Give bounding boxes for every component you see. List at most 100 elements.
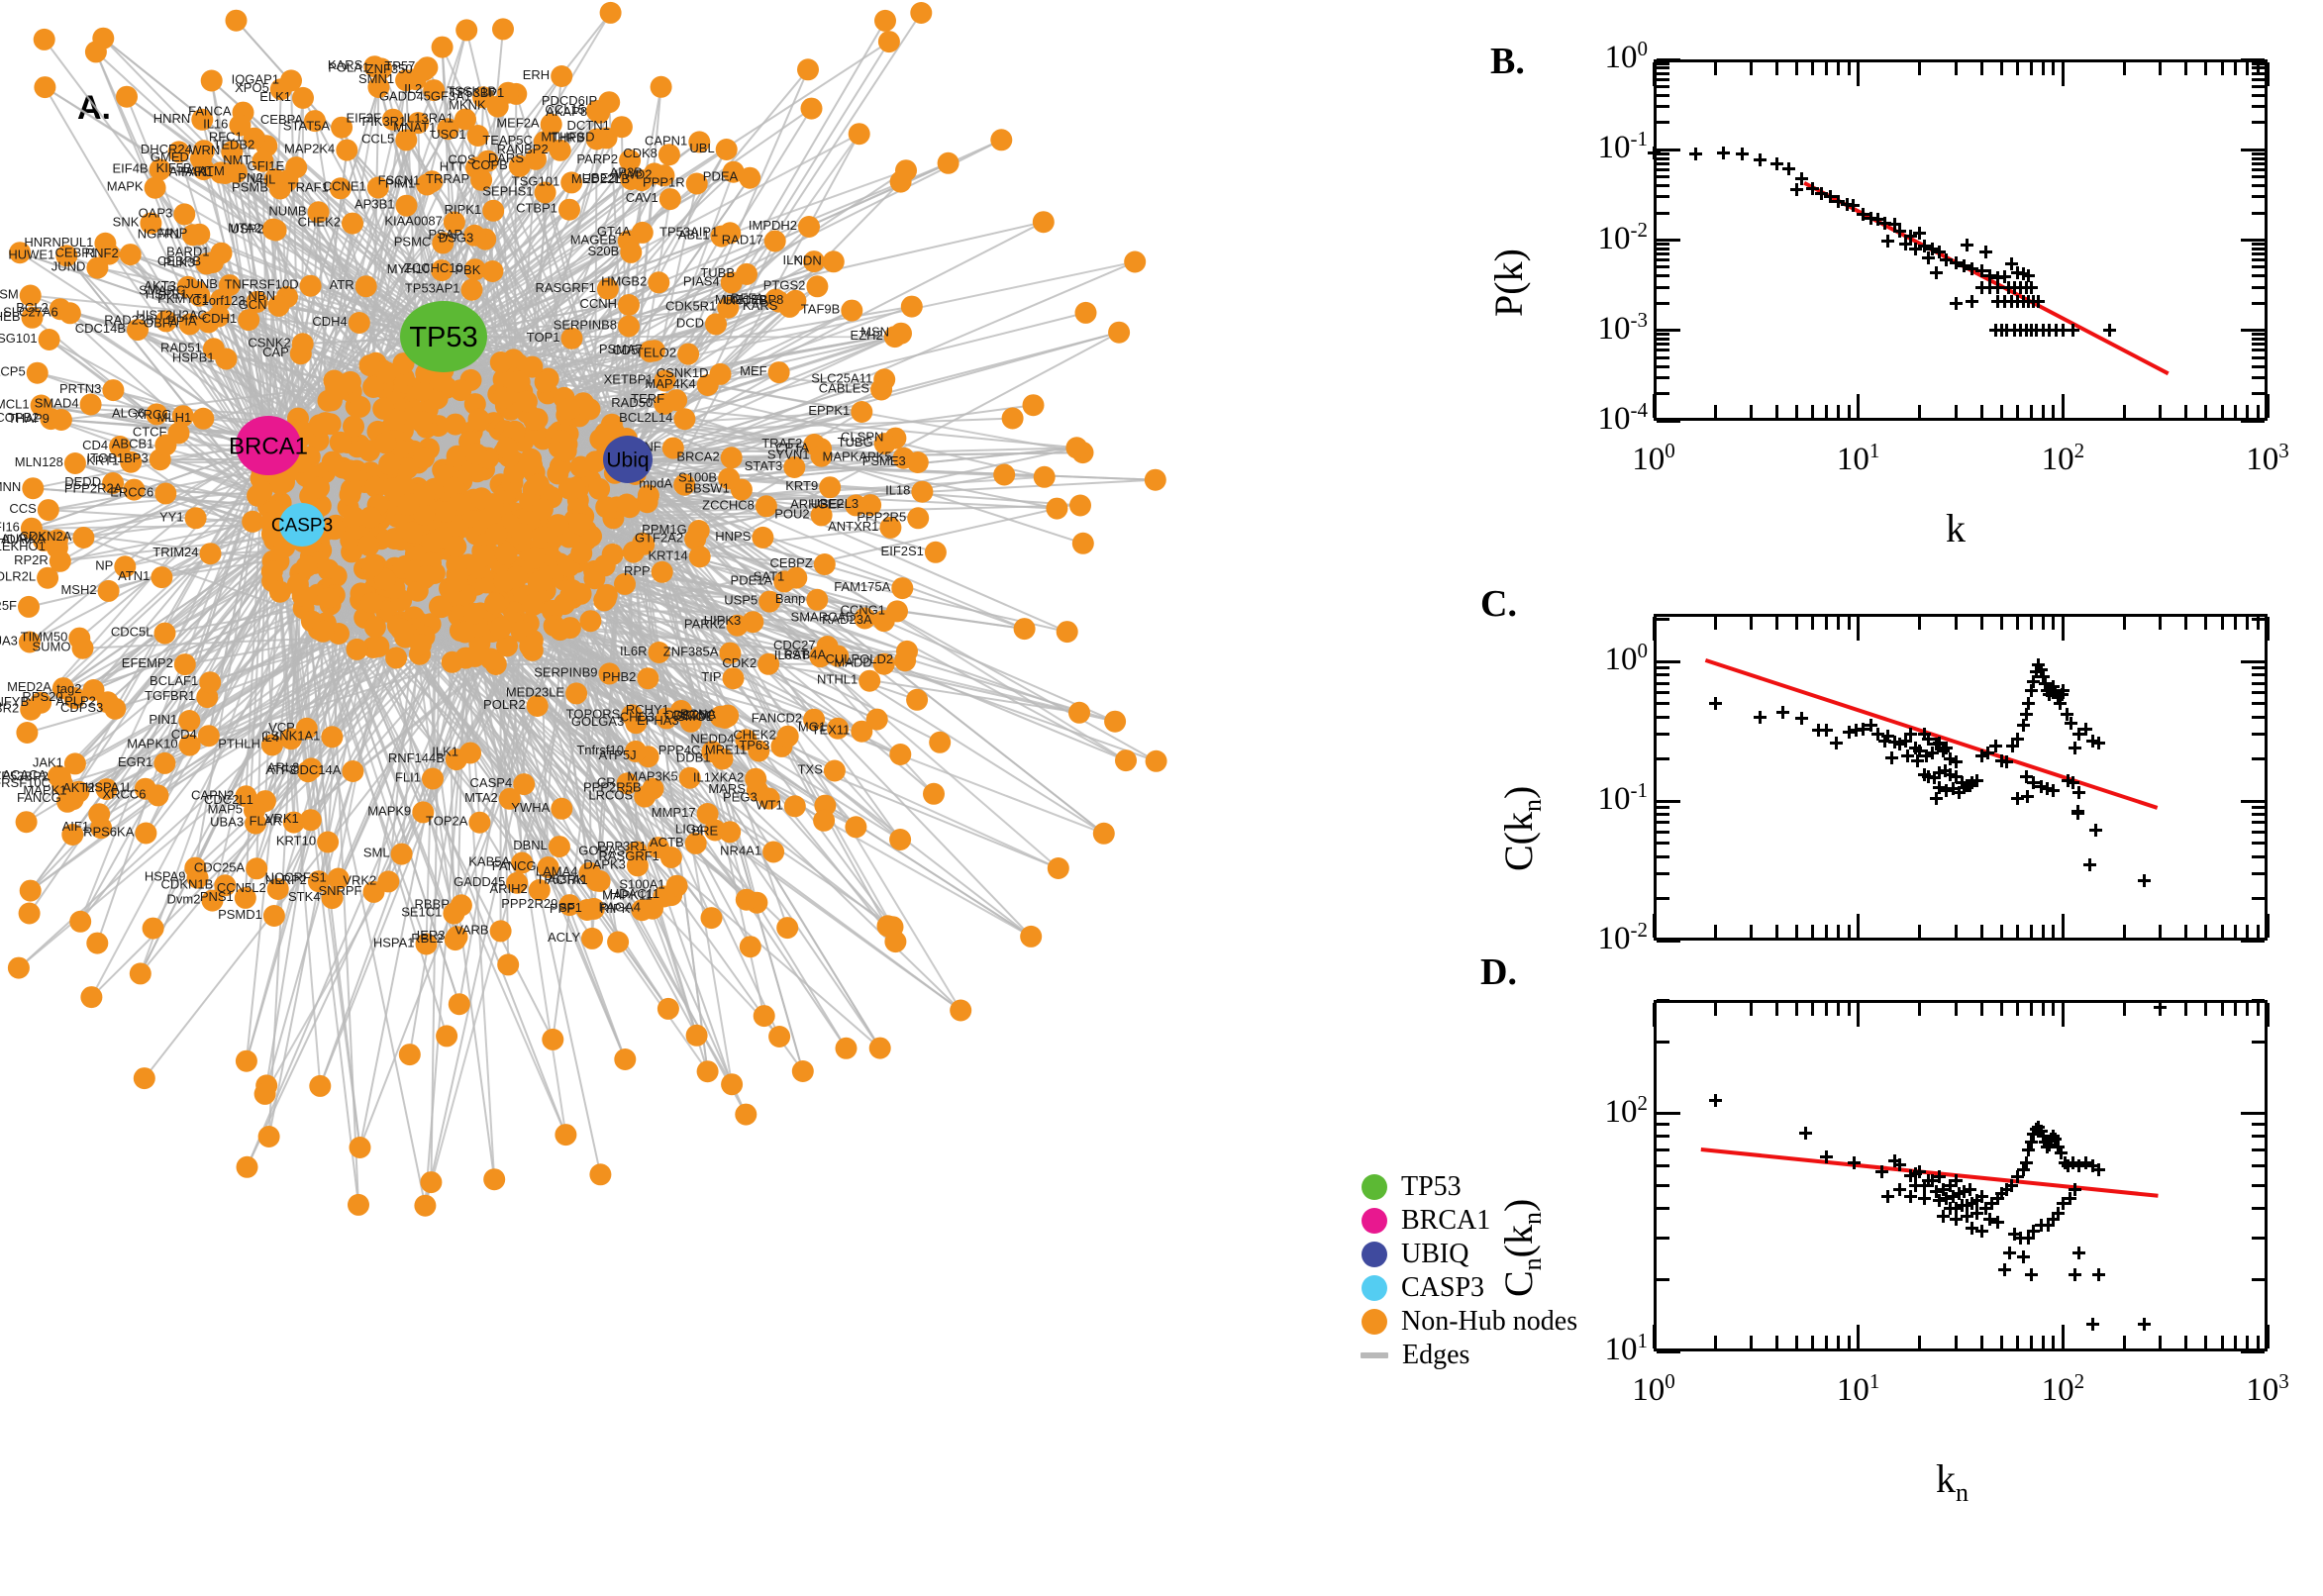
network-node[interactable] xyxy=(687,520,710,542)
network-node[interactable] xyxy=(763,230,786,252)
network-node[interactable] xyxy=(484,592,507,615)
network-node[interactable] xyxy=(360,592,383,614)
network-node[interactable] xyxy=(415,565,438,587)
network-node[interactable] xyxy=(454,108,476,131)
hub-node-brca1[interactable]: BRCA1 xyxy=(229,416,308,475)
network-node[interactable] xyxy=(15,811,38,834)
network-node[interactable] xyxy=(525,148,547,170)
network-node[interactable] xyxy=(560,579,583,601)
network-node[interactable] xyxy=(806,588,829,611)
network-node[interactable] xyxy=(537,856,559,878)
network-node[interactable] xyxy=(677,343,700,365)
network-node[interactable] xyxy=(462,602,485,625)
network-node[interactable] xyxy=(511,851,534,874)
network-node[interactable] xyxy=(523,547,546,569)
network-node[interactable] xyxy=(354,275,377,298)
network-node[interactable] xyxy=(339,370,361,393)
network-node[interactable] xyxy=(467,408,490,431)
network-node[interactable] xyxy=(678,766,701,789)
network-node[interactable] xyxy=(63,752,86,775)
network-node[interactable] xyxy=(653,885,675,908)
network-node[interactable] xyxy=(800,97,823,120)
network-node[interactable] xyxy=(460,278,483,301)
network-node[interactable] xyxy=(520,452,543,475)
network-node[interactable] xyxy=(389,618,412,641)
network-node[interactable] xyxy=(252,150,274,172)
network-node[interactable] xyxy=(422,767,444,790)
network-node[interactable] xyxy=(370,57,393,80)
network-node[interactable] xyxy=(173,653,196,676)
network-node[interactable] xyxy=(665,389,688,412)
network-node[interactable] xyxy=(773,570,796,593)
network-node[interactable] xyxy=(889,829,912,850)
network-node[interactable] xyxy=(570,542,593,564)
network-node[interactable] xyxy=(990,129,1013,151)
network-node[interactable] xyxy=(16,722,39,744)
network-node[interactable] xyxy=(581,927,603,949)
network-node[interactable] xyxy=(455,19,478,42)
network-node[interactable] xyxy=(445,536,467,558)
network-node[interactable] xyxy=(63,687,86,710)
network-node[interactable] xyxy=(647,837,669,859)
network-node[interactable] xyxy=(86,932,109,954)
network-node[interactable] xyxy=(140,212,162,235)
network-node[interactable] xyxy=(1022,394,1045,417)
network-node[interactable] xyxy=(489,920,512,943)
network-node[interactable] xyxy=(889,744,912,765)
network-node[interactable] xyxy=(924,541,947,563)
network-node[interactable] xyxy=(631,221,654,244)
network-node[interactable] xyxy=(589,1163,612,1186)
network-node[interactable] xyxy=(260,560,283,583)
network-node[interactable] xyxy=(244,799,265,822)
network-node[interactable] xyxy=(207,305,230,328)
network-node[interactable] xyxy=(715,139,738,160)
network-node[interactable] xyxy=(637,667,659,690)
network-node[interactable] xyxy=(791,1060,814,1082)
network-node[interactable] xyxy=(102,472,125,494)
network-node[interactable] xyxy=(80,986,103,1009)
network-node[interactable] xyxy=(854,607,876,630)
network-node[interactable] xyxy=(688,131,711,153)
network-node[interactable] xyxy=(259,511,282,534)
network-node[interactable] xyxy=(308,476,331,499)
network-node[interactable] xyxy=(619,150,642,171)
network-node[interactable] xyxy=(267,294,290,317)
network-node[interactable] xyxy=(398,1044,421,1066)
network-node[interactable] xyxy=(819,476,842,499)
network-node[interactable] xyxy=(718,467,741,490)
network-node[interactable] xyxy=(768,1026,791,1047)
network-node[interactable] xyxy=(1056,621,1078,644)
network-node[interactable] xyxy=(575,899,598,921)
network-node[interactable] xyxy=(542,1028,564,1050)
network-node[interactable] xyxy=(446,569,468,592)
network-node[interactable] xyxy=(993,463,1016,486)
network-node[interactable] xyxy=(900,295,923,318)
network-node[interactable] xyxy=(735,729,758,751)
network-node[interactable] xyxy=(720,447,743,469)
network-node[interactable] xyxy=(1115,749,1137,772)
network-node[interactable] xyxy=(135,822,157,845)
network-node[interactable] xyxy=(745,767,767,790)
network-node[interactable] xyxy=(253,1082,276,1105)
network-node[interactable] xyxy=(495,544,518,565)
network-node[interactable] xyxy=(286,573,309,596)
network-node[interactable] xyxy=(841,299,863,322)
network-node[interactable] xyxy=(1071,532,1094,554)
network-node[interactable] xyxy=(295,717,318,740)
network-node[interactable] xyxy=(654,369,676,392)
network-node[interactable] xyxy=(292,86,314,109)
network-node[interactable] xyxy=(803,708,826,731)
network-node[interactable] xyxy=(312,620,335,643)
network-node[interactable] xyxy=(395,194,418,217)
network-node[interactable] xyxy=(530,569,553,592)
network-node[interactable] xyxy=(188,284,211,307)
network-node[interactable] xyxy=(109,436,132,457)
network-node[interactable] xyxy=(758,590,781,613)
hub-node-ubiq[interactable]: Ubiq xyxy=(603,436,653,483)
network-node[interactable] xyxy=(413,447,435,469)
network-node[interactable] xyxy=(555,440,577,462)
network-node[interactable] xyxy=(868,1037,891,1059)
network-node[interactable] xyxy=(568,513,591,536)
network-node[interactable] xyxy=(235,1049,257,1072)
network-node[interactable] xyxy=(385,647,408,669)
